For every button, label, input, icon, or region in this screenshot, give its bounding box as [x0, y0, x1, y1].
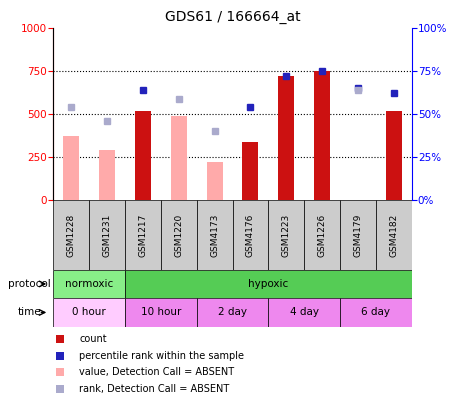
Bar — [135, 110, 151, 200]
Bar — [125, 270, 412, 298]
Bar — [125, 200, 161, 270]
Bar — [268, 298, 340, 327]
Text: time: time — [18, 307, 41, 318]
Text: GSM1217: GSM1217 — [139, 213, 147, 257]
Text: percentile rank within the sample: percentile rank within the sample — [79, 351, 244, 361]
Bar — [63, 137, 80, 200]
Bar — [206, 162, 223, 200]
Bar — [278, 76, 294, 200]
Bar — [242, 142, 259, 200]
Bar — [268, 200, 304, 270]
Bar — [89, 200, 125, 270]
Text: rank, Detection Call = ABSENT: rank, Detection Call = ABSENT — [79, 384, 229, 394]
Bar — [197, 200, 232, 270]
Text: GSM1231: GSM1231 — [103, 213, 112, 257]
Bar — [385, 110, 402, 200]
Bar — [171, 116, 187, 200]
Text: GSM1226: GSM1226 — [318, 213, 326, 257]
Text: 0 hour: 0 hour — [73, 307, 106, 318]
Bar — [340, 298, 412, 327]
Bar — [53, 270, 125, 298]
Text: protocol: protocol — [8, 279, 51, 289]
Text: 2 day: 2 day — [218, 307, 247, 318]
Bar — [53, 298, 125, 327]
Bar — [304, 200, 340, 270]
Bar — [53, 200, 89, 270]
Bar — [232, 200, 268, 270]
Text: GSM1220: GSM1220 — [174, 213, 183, 257]
Bar — [197, 298, 268, 327]
Text: 10 hour: 10 hour — [141, 307, 181, 318]
Text: 4 day: 4 day — [290, 307, 319, 318]
Text: GSM1223: GSM1223 — [282, 213, 291, 257]
Bar — [161, 200, 197, 270]
Text: count: count — [79, 334, 106, 344]
Text: hypoxic: hypoxic — [248, 279, 288, 289]
Text: GSM1228: GSM1228 — [67, 213, 76, 257]
Text: normoxic: normoxic — [65, 279, 113, 289]
Bar — [125, 298, 197, 327]
Text: GSM4176: GSM4176 — [246, 213, 255, 257]
Bar — [340, 200, 376, 270]
Text: GSM4182: GSM4182 — [389, 213, 398, 257]
Bar — [99, 150, 115, 200]
Bar — [376, 200, 412, 270]
Text: value, Detection Call = ABSENT: value, Detection Call = ABSENT — [79, 367, 234, 377]
Text: GDS61 / 166664_at: GDS61 / 166664_at — [165, 10, 300, 24]
Text: GSM4179: GSM4179 — [353, 213, 362, 257]
Bar — [314, 71, 330, 200]
Text: 6 day: 6 day — [361, 307, 390, 318]
Text: GSM4173: GSM4173 — [210, 213, 219, 257]
